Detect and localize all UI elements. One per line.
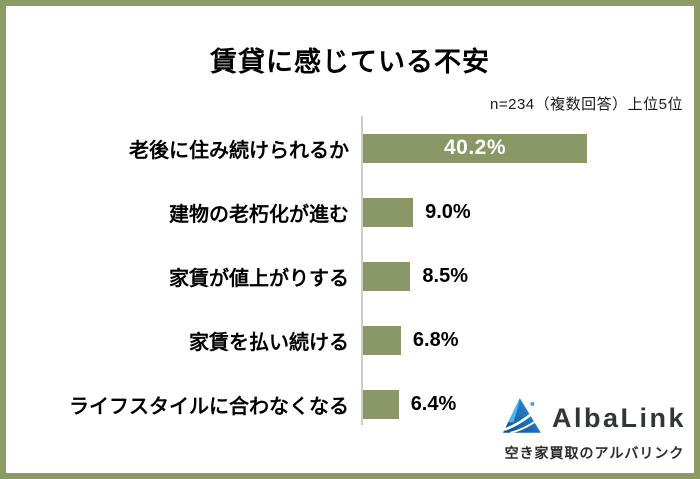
- chart-title: 賃貸に感じている不安: [210, 47, 490, 77]
- category-label: 老後に住み続けられるか: [129, 139, 349, 162]
- brand-name: AlbaLink: [551, 403, 686, 433]
- bar-area: 40.2%: [363, 133, 694, 163]
- chart-row: 建物の老朽化が進む 9.0%: [6, 180, 694, 244]
- category-label: 家賃を払い続ける: [189, 331, 349, 354]
- bar-value: 6.4%: [410, 392, 457, 415]
- bar: [363, 197, 414, 227]
- brand-tagline: 空き家買取のアルバリンク: [504, 445, 685, 461]
- bar-area: 6.8%: [363, 325, 694, 355]
- axis-line: [361, 116, 363, 425]
- bar-value: 9.0%: [425, 200, 471, 223]
- sample-size-note: n=234（複数回答）上位5位: [490, 96, 683, 113]
- chart-row: 家賃が値上がりする 8.5%: [6, 244, 694, 308]
- chart-row: 家賃を払い続ける 6.8%: [6, 308, 694, 372]
- bar: [363, 325, 401, 355]
- bar-value: 8.5%: [422, 264, 468, 287]
- bar-value: 40.2%: [443, 136, 507, 159]
- bar-area: 9.0%: [363, 197, 694, 227]
- category-label: 家賃が値上がりする: [169, 267, 349, 290]
- bar: [363, 389, 399, 419]
- bar-area: 8.5%: [363, 261, 694, 291]
- bar: 40.2%: [363, 133, 587, 163]
- category-label: ライフスタイルに合わなくなる: [69, 395, 349, 418]
- logo-row: AlbaLink: [502, 397, 686, 440]
- category-label: 建物の老朽化が進む: [169, 203, 349, 226]
- bar-chart: 老後に住み続けられるか 40.2% 建物の老朽化が進む 9.0% 家賃が値上がりする 8.…: [6, 116, 694, 438]
- albalink-logo: AlbaLink 空き家買取のアルバリンク: [502, 397, 686, 463]
- bar: [363, 261, 411, 291]
- bar-area: 6.4%: [363, 389, 694, 419]
- chart-row: 老後に住み続けられるか 40.2%: [6, 116, 694, 180]
- bar-value: 6.8%: [412, 328, 459, 351]
- mountain-logo-icon: [502, 397, 545, 440]
- chart-row: ライフスタイルに合わなくなる 6.4%: [6, 372, 694, 436]
